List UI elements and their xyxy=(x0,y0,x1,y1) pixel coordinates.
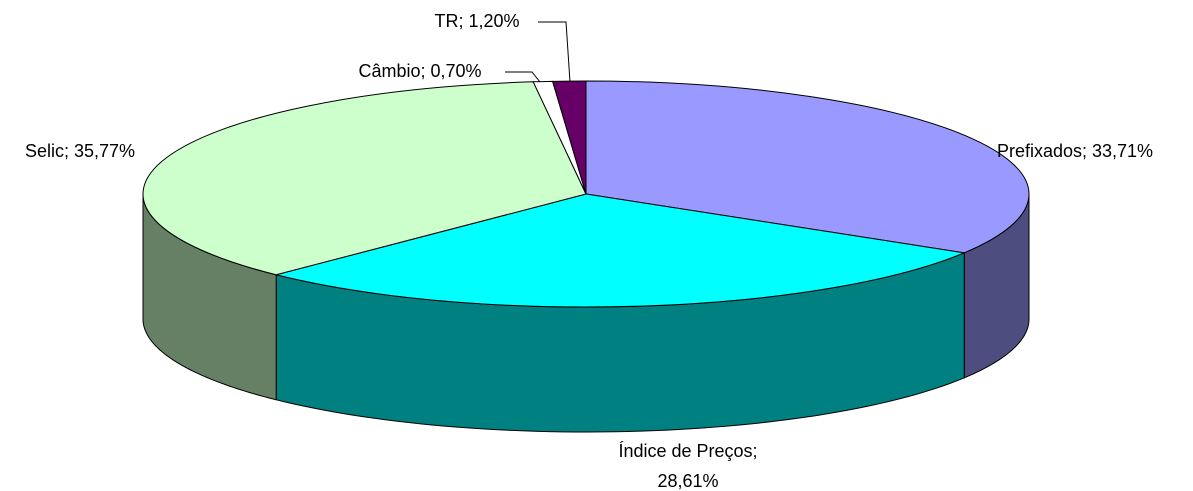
data-label: TR; 1,20% xyxy=(434,11,519,31)
pie-slice xyxy=(585,80,1030,254)
pie-slice xyxy=(142,81,587,276)
data-label: Prefixados; 33,71% xyxy=(997,141,1153,161)
data-label: Câmbio; 0,70% xyxy=(358,61,481,81)
data-label-line: Câmbio; 0,70% xyxy=(358,61,481,81)
data-label-line: TR; 1,20% xyxy=(434,11,519,31)
leader-line xyxy=(505,71,541,83)
data-label-line: 28,61% xyxy=(657,471,718,491)
data-label-line: Índice de Preços; xyxy=(618,441,757,461)
data-label-line: Selic; 35,77% xyxy=(25,141,135,161)
pie-slice xyxy=(551,80,587,195)
data-label: Índice de Preços; 28,61% xyxy=(618,441,757,491)
data-label-line: Prefixados; 33,71% xyxy=(997,141,1153,161)
data-label: Selic; 35,77% xyxy=(25,141,135,161)
pie-slice xyxy=(276,193,967,308)
leader-line xyxy=(538,21,571,83)
